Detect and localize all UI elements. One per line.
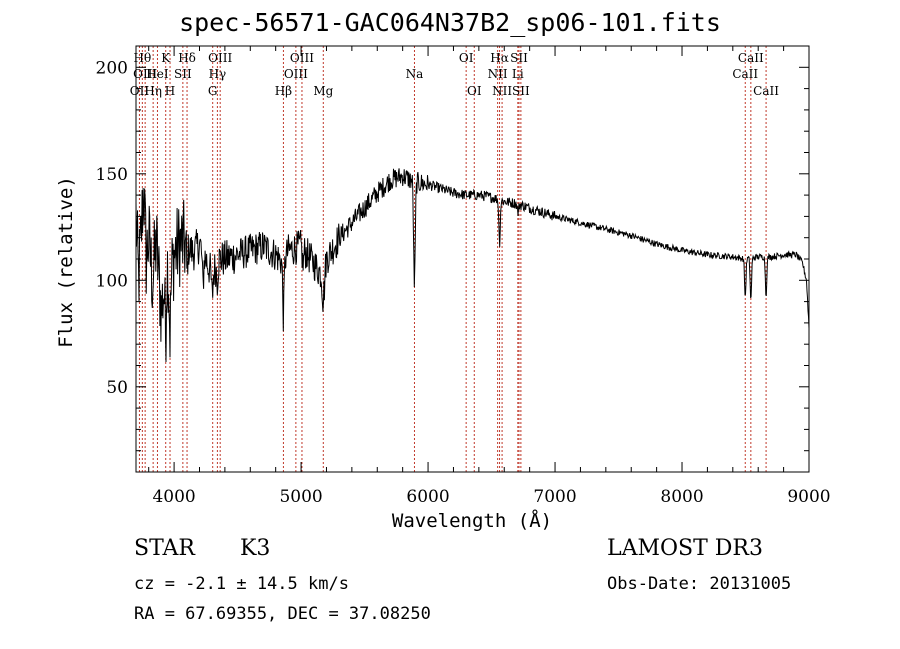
x-tick-label-4: 8000	[660, 487, 703, 507]
plot-frame	[135, 45, 810, 473]
line-label-10: Hγ	[209, 67, 227, 81]
line-label-16: Na	[406, 67, 424, 81]
observation-date: Obs-Date: 20131005	[607, 574, 792, 594]
x-tick-label-2: 6000	[406, 487, 449, 507]
coordinates: RA = 67.69355, DEC = 37.08250	[134, 604, 431, 624]
line-label-17: OI	[459, 51, 474, 65]
line-label-0: OII	[130, 84, 150, 98]
x-tick-label-5: 9000	[787, 487, 830, 507]
line-label-21: NII	[492, 84, 512, 98]
line-label-22: Li	[512, 67, 524, 81]
emission-line-labels: OII Hθ OIII Hη HeI K H SII Hδ G Hγ OIII Hβ OIII OIII Mg…	[130, 51, 779, 98]
line-label-18: OI	[467, 84, 482, 98]
y-tick-label-0: 50	[106, 378, 128, 398]
x-tick-label-1: 5000	[279, 487, 322, 507]
line-label-19: NII	[488, 67, 508, 81]
line-label-15: Mg	[313, 84, 333, 98]
y-tick-label-1: 100	[96, 271, 128, 291]
line-label-5: K	[161, 51, 171, 65]
spectral-subclass: K3	[240, 536, 271, 561]
y-tick-label-3: 200	[96, 58, 128, 78]
line-label-12: Hβ	[275, 84, 292, 98]
redshift-cz: cz = -2.1 ± 14.5 km/s	[134, 574, 349, 594]
line-label-3: Hη	[144, 84, 162, 98]
line-label-13: OIII	[284, 67, 308, 81]
y-tick-label-2: 150	[96, 165, 128, 185]
line-label-20: Hα	[490, 51, 509, 65]
line-label-25: CaII	[732, 67, 758, 81]
line-label-14: OIII	[290, 51, 314, 65]
line-label-4: HeI	[146, 67, 169, 81]
chart-title: spec-56571-GAC064N37B2_sp06-101.fits	[179, 8, 721, 37]
x-axis-label: Wavelength (Å)	[391, 510, 553, 532]
line-label-7: SII	[174, 67, 192, 81]
line-label-8: Hδ	[178, 51, 196, 65]
line-label-1: Hθ	[133, 51, 151, 65]
object-type: STAR	[134, 536, 195, 561]
x-tick-label-3: 7000	[533, 487, 576, 507]
line-label-6: H	[165, 84, 175, 98]
y-axis-label: Flux (relative)	[55, 176, 77, 348]
line-label-26: CaII	[738, 51, 764, 65]
x-tick-label-0: 4000	[152, 487, 195, 507]
line-label-27: CaII	[753, 84, 779, 98]
line-label-24: SII	[512, 84, 530, 98]
spectrum-line	[135, 168, 810, 363]
axis-ticks: 4000 5000 6000 7000 8000 9000 50 100 150 200	[96, 46, 831, 507]
survey-name: LAMOST DR3	[607, 536, 763, 561]
line-label-9: G	[208, 84, 218, 98]
line-label-23: SII	[510, 51, 528, 65]
line-label-2: OIII	[133, 67, 157, 81]
line-label-11: OIII	[208, 51, 232, 65]
